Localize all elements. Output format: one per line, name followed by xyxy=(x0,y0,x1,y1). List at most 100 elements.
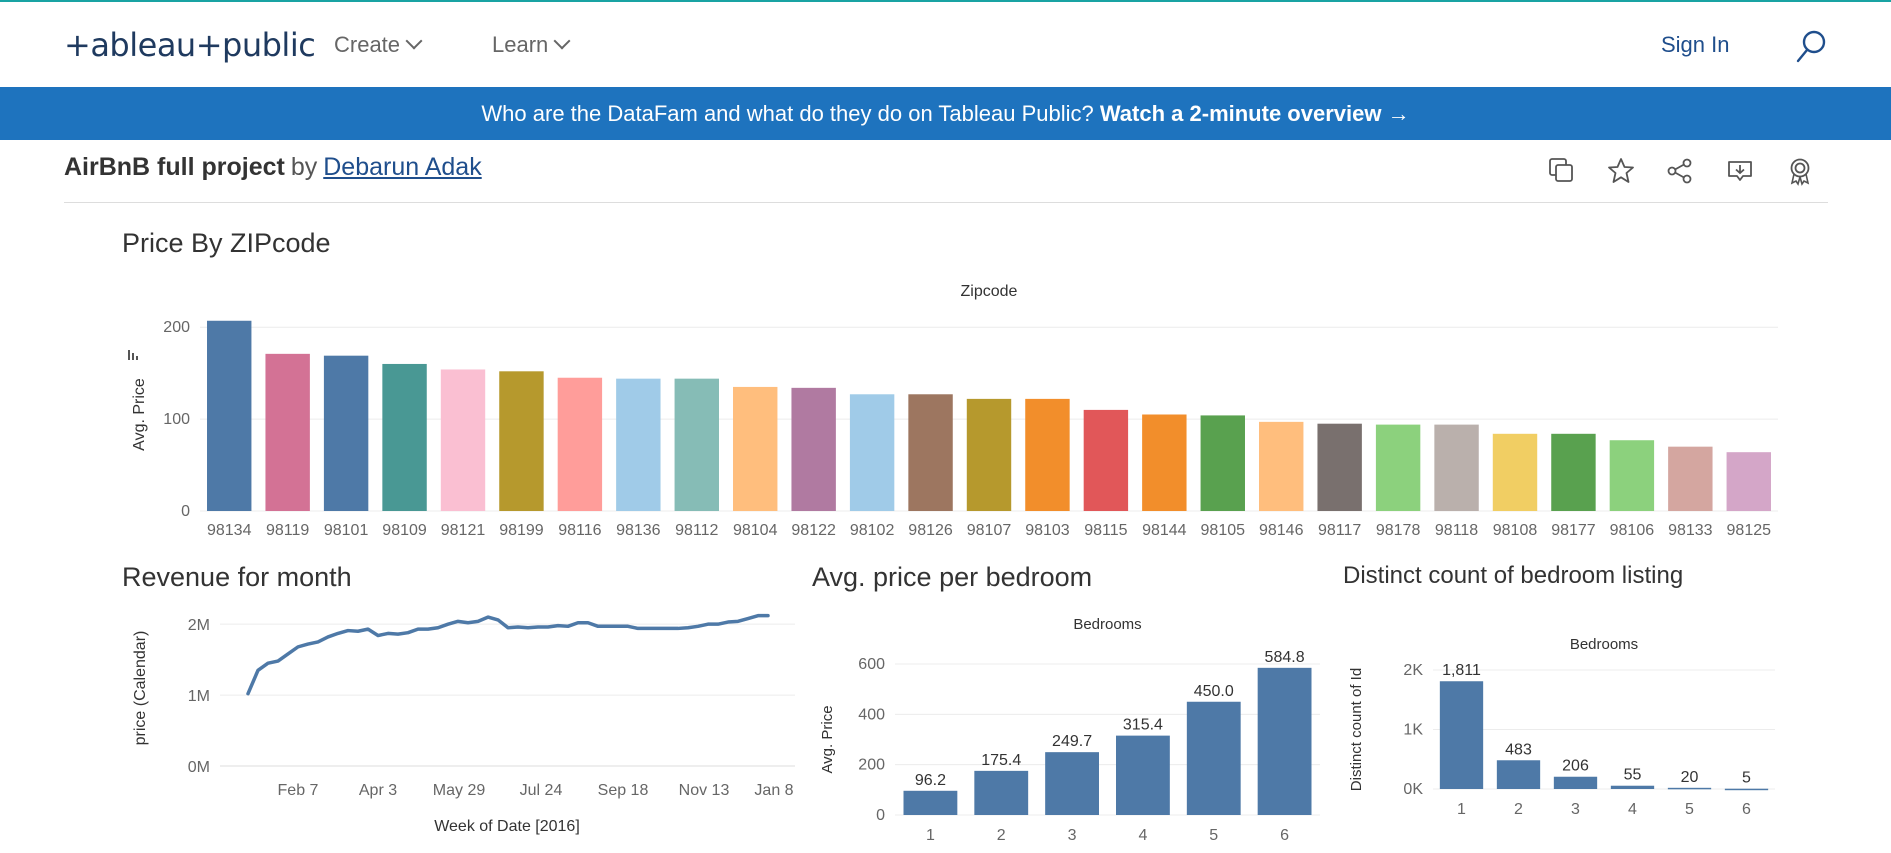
sheet-title-distinct-count-bedroom: Distinct count of bedroom listing xyxy=(1343,562,1684,589)
bar[interactable] xyxy=(207,320,252,511)
sign-in-link[interactable]: Sign In xyxy=(1661,32,1730,57)
data-label: 5 xyxy=(1742,770,1751,787)
x-tick-label: Sep 18 xyxy=(598,782,649,799)
copy-icon[interactable] xyxy=(1546,156,1576,186)
revenue-line[interactable] xyxy=(246,613,770,696)
viz-title: AirBnB full project xyxy=(64,153,285,181)
data-label: 96.2 xyxy=(915,772,946,789)
bar[interactable] xyxy=(440,369,486,511)
bar[interactable] xyxy=(499,371,544,511)
x-axis-title: Week of Date [2016] xyxy=(434,818,580,835)
bar[interactable] xyxy=(1492,433,1538,511)
data-label: 206 xyxy=(1562,758,1589,775)
bar[interactable] xyxy=(323,355,369,511)
bar[interactable] xyxy=(1496,760,1541,789)
x-tick-label: 98105 xyxy=(1201,522,1246,539)
x-tick-label: 98119 xyxy=(266,522,309,539)
bar[interactable] xyxy=(382,363,427,511)
viz-title-bar: AirBnB full project by Debarun Adak xyxy=(64,153,482,182)
x-tick-label: Apr 3 xyxy=(359,782,397,799)
bar[interactable] xyxy=(1257,667,1312,815)
announcement-banner[interactable]: Who are the DataFam and what do they do … xyxy=(0,87,1891,140)
x-tick-label: 98102 xyxy=(850,522,895,539)
y-tick-label: 1K xyxy=(1403,722,1423,739)
banner-text: Who are the DataFam and what do they do … xyxy=(481,101,1094,126)
bar[interactable] xyxy=(674,378,719,511)
bar[interactable] xyxy=(791,387,836,511)
tableau-public-logo[interactable]: +ableau+public xyxy=(64,26,316,64)
y-tick-label: 2M xyxy=(188,617,210,634)
bar[interactable] xyxy=(1025,398,1070,511)
distinct-count-bedroom-chart[interactable]: 0K 1K 2K Bedrooms Distinct count of Id 1 1,811… xyxy=(1345,625,1785,825)
bar[interactable] xyxy=(849,394,895,511)
bar[interactable] xyxy=(1142,414,1187,512)
y-axis-title: Avg. Price xyxy=(819,705,836,773)
bar[interactable] xyxy=(733,386,778,511)
bar[interactable] xyxy=(1186,701,1241,815)
x-tick-label: 98115 xyxy=(1084,522,1127,539)
nav-learn-label: Learn xyxy=(492,32,549,57)
bar[interactable] xyxy=(1668,446,1713,511)
y-axis-title: Avg. Price xyxy=(131,378,148,451)
bar[interactable] xyxy=(903,790,958,815)
nav-create[interactable]: Create xyxy=(334,32,423,58)
bar[interactable] xyxy=(1434,424,1479,511)
logo-text: +ableau+public xyxy=(64,26,316,64)
search-icon[interactable] xyxy=(1796,30,1826,64)
y-tick-label: 200 xyxy=(163,319,190,336)
share-icon[interactable] xyxy=(1665,156,1695,186)
bar[interactable] xyxy=(1259,421,1304,511)
download-icon[interactable] xyxy=(1725,156,1755,186)
bar[interactable] xyxy=(1553,776,1598,789)
x-tick-label: 98108 xyxy=(1493,522,1538,539)
revenue-for-month-chart[interactable]: 0M 1M 2M Feb 7 Apr 3 May 29 Jul 24 Sep 18 Nov 13… xyxy=(120,600,810,845)
bar[interactable] xyxy=(1045,752,1099,815)
bar[interactable] xyxy=(966,398,1012,511)
x-tick-label: Nov 13 xyxy=(679,782,730,799)
x-tick-label: 5 xyxy=(1209,827,1218,844)
y-tick-label: 400 xyxy=(858,706,885,723)
bar[interactable] xyxy=(1317,423,1362,511)
banner-link[interactable]: Watch a 2-minute overview → xyxy=(1099,101,1410,126)
x-axis-title: Bedrooms xyxy=(1570,636,1638,653)
nav-learn[interactable]: Learn xyxy=(492,32,571,58)
x-tick-label: 6 xyxy=(1742,801,1751,818)
data-label: 20 xyxy=(1681,769,1699,786)
bar[interactable] xyxy=(908,394,953,511)
chevron-down-icon xyxy=(405,32,423,50)
bar[interactable] xyxy=(1083,409,1129,511)
sort-icon xyxy=(128,350,138,360)
bar[interactable] xyxy=(1726,452,1771,511)
sheet-title-avg-price-per-bedroom: Avg. price per bedroom xyxy=(812,562,1093,592)
x-tick-label: 98125 xyxy=(1727,522,1772,539)
bar[interactable] xyxy=(1667,787,1712,790)
bar[interactable] xyxy=(1610,785,1655,789)
sheet-title-revenue-for-month: Revenue for month xyxy=(122,562,352,592)
bar[interactable] xyxy=(1375,424,1421,511)
data-label: 584.8 xyxy=(1265,649,1305,666)
x-tick-label: 5 xyxy=(1685,801,1694,818)
x-tick-label: 1 xyxy=(1457,801,1466,818)
x-tick-label: 98101 xyxy=(324,522,369,539)
data-label: 249.7 xyxy=(1052,733,1092,750)
author-link[interactable]: Debarun Adak xyxy=(323,153,482,181)
award-icon[interactable] xyxy=(1785,156,1815,186)
bar[interactable] xyxy=(1439,681,1484,789)
bar[interactable] xyxy=(1724,788,1769,791)
bar[interactable] xyxy=(265,353,310,511)
bar[interactable] xyxy=(1116,735,1170,815)
star-icon[interactable] xyxy=(1606,156,1636,186)
x-tick-label: 98107 xyxy=(967,522,1012,539)
bar[interactable] xyxy=(1551,433,1596,511)
bar[interactable] xyxy=(557,377,603,511)
sort-icon-bar xyxy=(128,350,130,360)
bar[interactable] xyxy=(1609,440,1655,511)
nav-create-label: Create xyxy=(334,32,401,57)
by-label: by xyxy=(290,153,318,181)
y-tick-label: 100 xyxy=(163,411,190,428)
avg-price-per-bedroom-chart[interactable]: 0 200 400 600 Bedrooms Avg. Price 1 96.2 2 175.4 3… xyxy=(810,608,1330,848)
bar[interactable] xyxy=(974,770,1029,815)
bar[interactable] xyxy=(1200,415,1245,511)
bar[interactable] xyxy=(616,378,661,511)
price-by-zipcode-chart[interactable]: 0 100 200 Zipcode Avg. Price 98134 98119 98101 9… xyxy=(110,276,1790,546)
